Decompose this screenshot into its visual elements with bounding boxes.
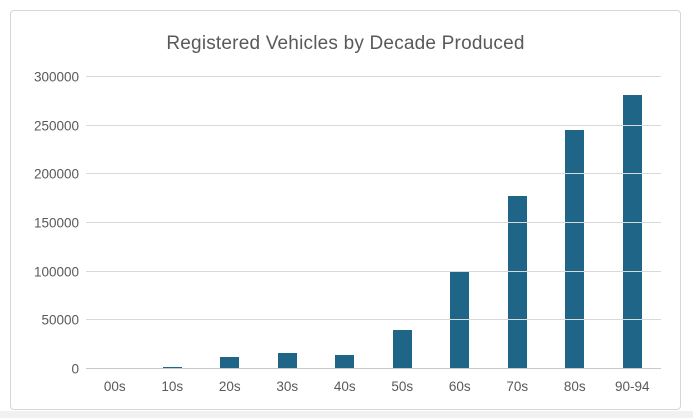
chart-title: Registered Vehicles by Decade Produced xyxy=(166,33,525,54)
y-tick-label: 300000 xyxy=(33,69,79,85)
y-tick-label: 250000 xyxy=(33,118,79,134)
x-axis: 00s 10s 20s 30s 40s 50s 60s 70s 80s 90-94 xyxy=(86,379,661,394)
bar-slot-10s xyxy=(144,77,202,369)
gridline xyxy=(86,222,661,223)
bar-slot-90-94 xyxy=(604,77,662,369)
x-tick-label-20s: 20s xyxy=(218,379,241,394)
bar-slot-50s xyxy=(374,77,432,369)
gridline xyxy=(86,173,661,175)
x-tick-label-00s: 00s xyxy=(103,379,126,394)
x-tick-label-10s: 10s xyxy=(161,379,184,394)
x-tick-label-30s: 30s xyxy=(276,379,299,394)
chart-frame: Registered Vehicles by Decade Produced 0… xyxy=(10,10,681,410)
bar-slot-00s xyxy=(86,77,144,369)
y-tick-label: 150000 xyxy=(33,215,79,231)
x-tick-label-60s: 60s xyxy=(448,379,471,394)
bar-slot-30s xyxy=(259,77,317,369)
bar-slot-70s xyxy=(489,77,547,369)
gridline xyxy=(86,76,661,77)
bar-slot-80s xyxy=(546,77,604,369)
gridline xyxy=(86,319,661,321)
y-tick-label: 50000 xyxy=(41,312,79,328)
x-tick-label-40s: 40s xyxy=(333,379,356,394)
page-bottom-strip xyxy=(0,411,693,418)
x-tick-label-70s: 70s xyxy=(506,379,529,394)
bar-70s xyxy=(507,196,527,369)
x-tick-label-50s: 50s xyxy=(391,379,414,394)
bars-layer xyxy=(86,77,661,369)
gridline xyxy=(86,124,661,126)
bar-90-94 xyxy=(622,95,642,369)
bar-slot-60s xyxy=(431,77,489,369)
x-tick-label-80s: 80s xyxy=(563,379,586,394)
bar-30s xyxy=(277,353,297,369)
bar-slot-40s xyxy=(316,77,374,369)
bar-50s xyxy=(392,330,412,369)
x-tick-label-90-94: 90-94 xyxy=(614,379,650,394)
gridline xyxy=(86,270,661,272)
x-axis-baseline xyxy=(86,368,661,369)
y-tick-label: 200000 xyxy=(33,166,79,182)
bar-slot-20s xyxy=(201,77,259,369)
plot-area xyxy=(86,76,661,369)
bar-20s xyxy=(220,357,240,369)
y-tick-label: 0 xyxy=(71,361,79,377)
y-tick-label: 100000 xyxy=(33,264,79,280)
bar-40s xyxy=(335,355,355,369)
bar-80s xyxy=(565,129,585,369)
y-axis: 0 50000 100000 150000 200000 250000 300000 xyxy=(11,70,79,377)
